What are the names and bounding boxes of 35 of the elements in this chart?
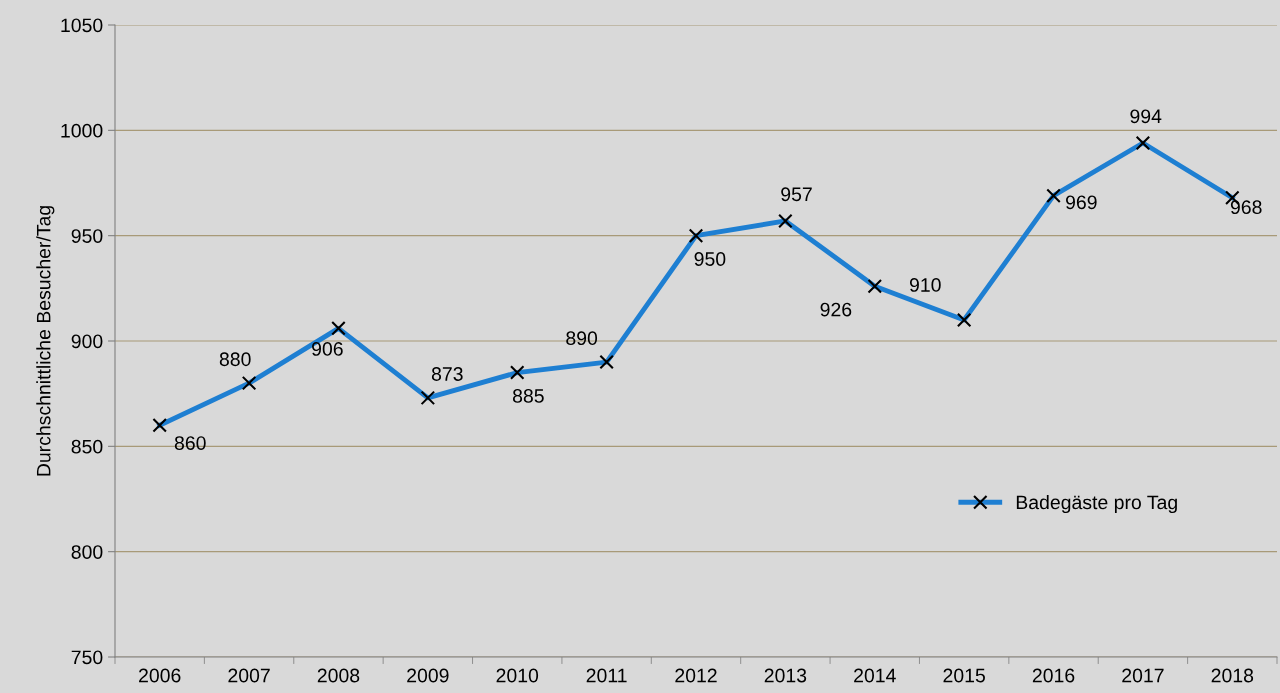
x-tick-label: 2012: [675, 668, 717, 683]
y-tick-label: 1000: [61, 123, 103, 138]
data-label: 906: [312, 342, 343, 356]
x-tick-label: 2007: [228, 668, 270, 683]
data-label: 994: [1130, 109, 1162, 124]
y-tick-label: 950: [71, 229, 103, 243]
data-label: 873: [431, 367, 463, 381]
y-tick-label: 750: [71, 650, 103, 665]
data-label: 926: [820, 302, 852, 317]
data-label: 880: [219, 352, 251, 367]
x-tick-label: 2017: [1122, 668, 1164, 683]
legend-label: Badegäste pro Tag: [1016, 494, 1177, 514]
x-tick-label: 2010: [496, 668, 539, 683]
x-tick-label: 2011: [586, 668, 627, 683]
data-label: 950: [694, 252, 726, 266]
y-tick-label: 850: [71, 439, 103, 454]
x-tick-label: 2018: [1211, 668, 1254, 683]
y-tick-label: 800: [71, 545, 103, 559]
x-tick-label: 2013: [764, 668, 807, 683]
x-tick-label: 2009: [407, 668, 449, 683]
data-label: 969: [1066, 195, 1097, 210]
x-tick-label: 2014: [854, 668, 896, 683]
data-label: 885: [512, 389, 544, 403]
y-tick-label: 1050: [61, 18, 103, 33]
x-tick-label: 2008: [317, 668, 360, 683]
x-tick-label: 2006: [139, 668, 181, 683]
y-tick-label: 900: [71, 334, 103, 349]
data-label: 968: [1230, 200, 1262, 215]
x-tick-label: 2015: [943, 668, 985, 683]
data-label: 860: [174, 436, 206, 450]
data-label: 910: [909, 278, 941, 292]
data-label: 890: [566, 331, 598, 346]
y-axis-title: Durchschnittliche Besucher/Tag: [36, 206, 55, 476]
x-tick-label: 2016: [1032, 668, 1075, 683]
data-label: 957: [781, 187, 812, 202]
